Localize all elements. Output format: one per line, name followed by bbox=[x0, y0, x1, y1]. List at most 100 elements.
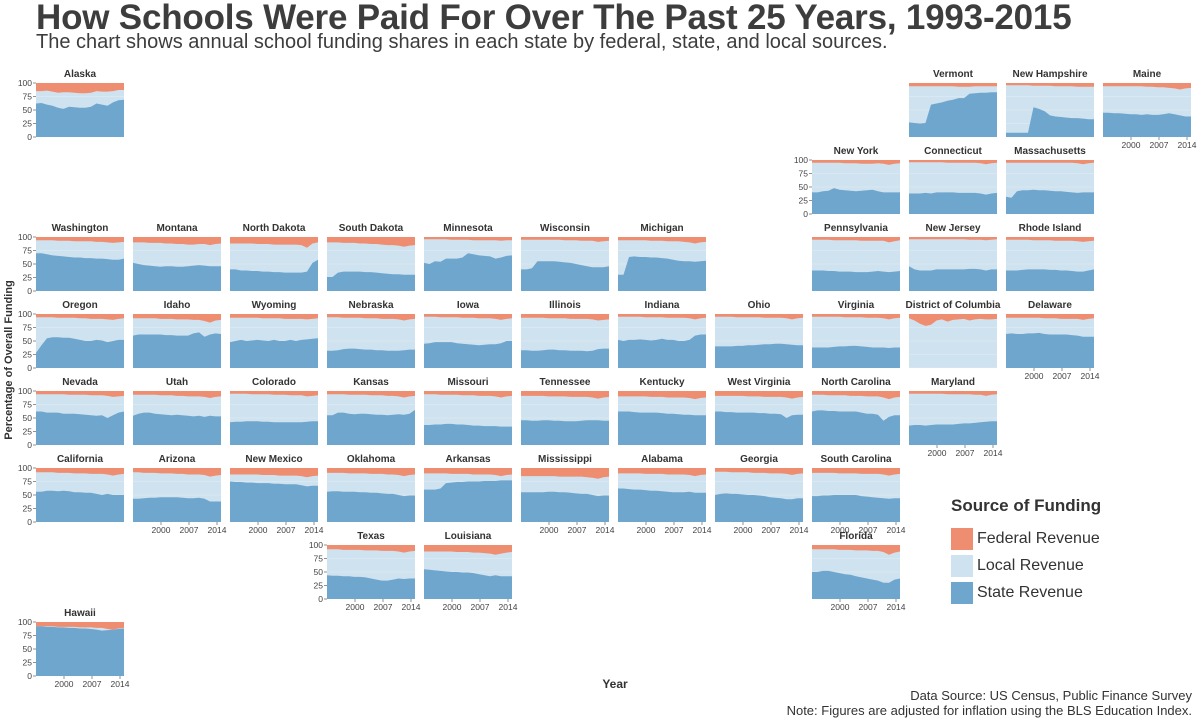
x-tick-label: 2007 bbox=[471, 602, 490, 612]
federal-area-massachusetts bbox=[1006, 160, 1094, 165]
x-tick-label: 2000 bbox=[55, 679, 74, 689]
y-tick-label: 50 bbox=[23, 490, 33, 500]
panel-north-carolina: North Carolina bbox=[812, 377, 900, 446]
source-note: Data Source: US Census, Public Finance S… bbox=[787, 688, 1192, 718]
panel-title-new-jersey: New Jersey bbox=[925, 223, 980, 234]
state-area-nebraska bbox=[327, 348, 415, 368]
panel-title-washington: Washington bbox=[52, 223, 109, 234]
panel-title-wyoming: Wyoming bbox=[252, 300, 297, 311]
panel-kentucky: Kentucky bbox=[618, 377, 706, 446]
panel-title-maine: Maine bbox=[1133, 69, 1162, 80]
federal-area-kentucky bbox=[618, 391, 706, 400]
panel-hawaii: Hawaii 0 25 50 75 100 2000 2007 2014 bbox=[18, 608, 130, 689]
state-area-new-jersey bbox=[909, 266, 997, 291]
panel-title-iowa: Iowa bbox=[457, 300, 480, 311]
panel-south-carolina: South Carolina 2000 2007 2014 bbox=[812, 454, 906, 535]
federal-area-nebraska bbox=[327, 314, 415, 321]
state-area-maryland bbox=[909, 421, 997, 445]
y-axis-label: Percentage of Overall Funding bbox=[3, 280, 15, 440]
legend-item-local: Local Revenue bbox=[951, 552, 1151, 579]
x-tick-label: 2007 bbox=[859, 525, 878, 535]
panel-mississippi: Mississippi 2000 2007 2014 bbox=[521, 454, 615, 535]
federal-area-virginia bbox=[812, 314, 900, 320]
federal-area-alabama bbox=[618, 468, 706, 477]
federal-area-rhode-island bbox=[1006, 237, 1094, 242]
x-tick-label: 2014 bbox=[499, 602, 518, 612]
y-tick-label: 50 bbox=[23, 259, 33, 269]
x-tick-label: 2014 bbox=[887, 602, 906, 612]
x-tick-label: 2007 bbox=[568, 525, 587, 535]
x-tick-label: 2000 bbox=[734, 525, 753, 535]
panel-title-west-virginia: West Virginia bbox=[728, 377, 791, 388]
federal-area-vermont bbox=[909, 83, 997, 87]
panel-nebraska: Nebraska bbox=[327, 300, 415, 369]
x-tick-label: 2014 bbox=[1081, 371, 1100, 381]
federal-area-south-dakota bbox=[327, 237, 415, 247]
panel-title-connecticut: Connecticut bbox=[924, 146, 982, 157]
x-tick-label: 2007 bbox=[665, 525, 684, 535]
y-tick-label: 0 bbox=[803, 209, 808, 219]
y-tick-label: 0 bbox=[27, 286, 32, 296]
state-area-rhode-island bbox=[1006, 269, 1094, 291]
panel-nevada: Nevada 0 25 50 75 100 bbox=[18, 377, 124, 450]
panel-alaska: Alaska 0 25 50 75 100 bbox=[18, 69, 124, 142]
panel-title-idaho: Idaho bbox=[164, 300, 191, 311]
panel-alabama: Alabama 2000 2007 2014 bbox=[618, 454, 712, 535]
y-tick-label: 75 bbox=[23, 323, 33, 333]
state-area-alaska bbox=[36, 99, 124, 137]
state-area-utah bbox=[133, 412, 221, 445]
panel-idaho: Idaho bbox=[133, 300, 221, 369]
panel-maine: Maine 2000 2007 2014 bbox=[1103, 69, 1197, 150]
federal-area-tennessee bbox=[521, 391, 609, 399]
panel-title-mississippi: Mississippi bbox=[538, 454, 592, 465]
x-tick-label: 2007 bbox=[83, 679, 102, 689]
y-tick-label: 0 bbox=[27, 440, 32, 450]
federal-area-new-mexico bbox=[230, 468, 318, 478]
y-tick-label: 25 bbox=[23, 273, 33, 283]
x-tick-label: 2000 bbox=[831, 602, 850, 612]
state-area-kentucky bbox=[618, 411, 706, 445]
panel-new-york: New York 0 25 50 75 100 bbox=[794, 146, 900, 219]
federal-area-district-of-columbia bbox=[909, 314, 997, 326]
y-tick-label: 25 bbox=[799, 196, 809, 206]
y-tick-label: 25 bbox=[23, 119, 33, 129]
legend-label-local: Local Revenue bbox=[977, 556, 1084, 574]
x-tick-label: 2000 bbox=[540, 525, 559, 535]
x-tick-label: 2014 bbox=[305, 525, 324, 535]
federal-area-new-york bbox=[812, 160, 900, 165]
x-tick-label: 2014 bbox=[693, 525, 712, 535]
x-tick-label: 2000 bbox=[1122, 140, 1141, 150]
panel-title-alabama: Alabama bbox=[641, 454, 683, 465]
panel-title-vermont: Vermont bbox=[933, 69, 974, 80]
federal-area-nevada bbox=[36, 391, 124, 397]
y-tick-label: 0 bbox=[318, 594, 323, 604]
y-tick-label: 100 bbox=[18, 309, 32, 319]
state-area-delaware bbox=[1006, 332, 1094, 368]
x-tick-label: 2000 bbox=[249, 525, 268, 535]
y-tick-label: 0 bbox=[27, 363, 32, 373]
x-tick-label: 2014 bbox=[208, 525, 227, 535]
x-tick-label: 2007 bbox=[859, 602, 878, 612]
y-tick-label: 75 bbox=[23, 400, 33, 410]
state-area-colorado bbox=[230, 421, 318, 445]
federal-area-delaware bbox=[1006, 314, 1094, 320]
state-area-minnesota bbox=[424, 253, 512, 291]
panel-title-illinois: Illinois bbox=[549, 300, 581, 311]
panel-title-missouri: Missouri bbox=[447, 377, 488, 388]
x-tick-label: 2014 bbox=[790, 525, 809, 535]
x-tick-label: 2007 bbox=[374, 602, 393, 612]
panel-georgia: Georgia 2000 2007 2014 bbox=[715, 454, 809, 535]
y-tick-label: 100 bbox=[18, 386, 32, 396]
state-area-tennessee bbox=[521, 420, 609, 445]
legend-label-state: State Revenue bbox=[977, 583, 1083, 601]
federal-area-texas bbox=[327, 545, 415, 553]
panel-title-delaware: Delaware bbox=[1028, 300, 1072, 311]
panel-title-minnesota: Minnesota bbox=[443, 223, 493, 234]
panel-title-colorado: Colorado bbox=[252, 377, 296, 388]
federal-area-south-carolina bbox=[812, 468, 900, 476]
x-tick-label: 2000 bbox=[1025, 371, 1044, 381]
x-tick-label: 2000 bbox=[346, 602, 365, 612]
y-tick-label: 50 bbox=[799, 182, 809, 192]
panel-virginia: Virginia bbox=[812, 300, 900, 369]
state-area-arkansas bbox=[424, 480, 512, 522]
